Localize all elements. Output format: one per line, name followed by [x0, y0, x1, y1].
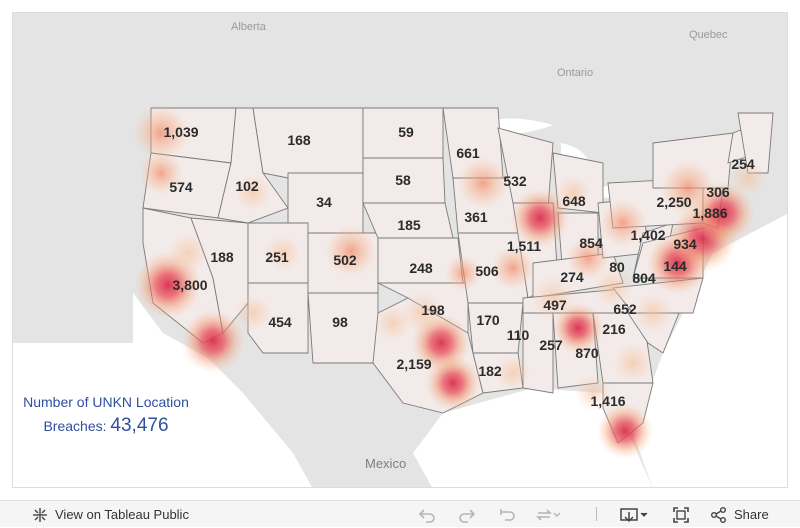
redo-button[interactable]: [458, 501, 476, 528]
place-label-mexico: Mexico: [365, 456, 407, 471]
place-label-ontario: Ontario: [557, 67, 594, 79]
state-value-id[interactable]: 102: [235, 178, 259, 194]
state-value-nd[interactable]: 59: [398, 124, 414, 140]
toolbar-divider: [596, 507, 597, 521]
fullscreen-icon: [672, 506, 690, 523]
download-icon: [620, 507, 650, 523]
state-value-co[interactable]: 502: [333, 252, 357, 268]
state-value-mn[interactable]: 661: [456, 145, 480, 161]
revert-icon: [498, 507, 516, 523]
share-button[interactable]: Share: [710, 501, 769, 528]
state-value-md[interactable]: 144: [663, 258, 687, 274]
summary-total-prefix: Breaches:: [43, 418, 107, 434]
state-value-wv[interactable]: 80: [609, 259, 625, 275]
bottom-toolbar: View on Tableau Public Share: [0, 500, 800, 527]
state-value-ar[interactable]: 170: [476, 312, 500, 328]
state-value-wa[interactable]: 1,039: [163, 124, 199, 140]
state-value-sc[interactable]: 216: [602, 321, 626, 337]
state-value-ky[interactable]: 274: [560, 269, 584, 285]
summary-total-line: Breaches: 43,476: [13, 414, 199, 438]
state-value-sd[interactable]: 58: [395, 172, 411, 188]
state-value-nv[interactable]: 188: [210, 249, 234, 265]
state-value-va[interactable]: 804: [632, 270, 656, 286]
state-value-oh[interactable]: 1,402: [630, 227, 666, 243]
state-value-ny[interactable]: 1,886: [692, 205, 728, 221]
state-value-wi[interactable]: 532: [503, 173, 527, 189]
revert-button[interactable]: [498, 501, 516, 528]
state-value-fl[interactable]: 1,416: [590, 393, 626, 409]
state-value-ms[interactable]: 110: [506, 327, 530, 343]
state-value-ia[interactable]: 361: [464, 209, 488, 225]
state-value-pa[interactable]: 2,250: [656, 194, 692, 210]
state-value-nj[interactable]: 934: [673, 236, 697, 252]
tableau-logo-icon: [32, 507, 48, 523]
state-value-mt[interactable]: 168: [287, 132, 311, 148]
state-value-la[interactable]: 182: [478, 363, 502, 379]
redo-icon: [458, 507, 476, 523]
summary-panel: Number of UNKN Location Breaches: 43,476: [13, 391, 199, 438]
state-value-in[interactable]: 854: [579, 235, 603, 251]
state-value-ok[interactable]: 198: [421, 302, 445, 318]
state-value-wy[interactable]: 34: [316, 194, 332, 210]
refresh-icon: [536, 507, 562, 523]
state-value-il[interactable]: 1,511: [506, 238, 542, 254]
undo-button[interactable]: [418, 501, 436, 528]
heat-layer: [133, 105, 766, 459]
state-value-tx[interactable]: 2,159: [396, 356, 432, 372]
state-value-mo[interactable]: 506: [475, 263, 499, 279]
summary-total-value: 43,476: [110, 415, 169, 436]
atlantic-ocean: [633, 214, 787, 487]
state-value-az[interactable]: 454: [268, 314, 292, 330]
state-value-or[interactable]: 574: [169, 179, 193, 195]
place-label-alberta: Alberta: [231, 21, 266, 33]
state-value-nm[interactable]: 98: [332, 314, 348, 330]
undo-icon: [418, 507, 436, 523]
state-value-al[interactable]: 257: [539, 337, 563, 353]
share-icon: [710, 506, 728, 523]
state-value-ks[interactable]: 248: [409, 260, 433, 276]
view-on-tableau-link[interactable]: View on Tableau Public: [32, 501, 189, 528]
fullscreen-button[interactable]: [672, 501, 690, 528]
map-canvas: [13, 13, 787, 487]
share-label: Share: [734, 507, 769, 522]
state-value-me[interactable]: 254: [731, 156, 755, 172]
state-value-ca[interactable]: 3,800: [172, 277, 208, 293]
state-value-ga[interactable]: 870: [575, 345, 599, 361]
state-value-tn[interactable]: 497: [543, 297, 567, 313]
refresh-button[interactable]: [536, 501, 562, 528]
state-value-mi[interactable]: 648: [562, 193, 586, 209]
view-on-tableau-label: View on Tableau Public: [55, 507, 189, 522]
gulf-of-mexico: [413, 388, 653, 487]
download-button[interactable]: [620, 501, 650, 528]
state-value-ut[interactable]: 251: [265, 249, 289, 265]
pacific-ocean: [13, 293, 312, 487]
map-viewport[interactable]: Alberta Quebec Ontario Mexico 1,039 574 …: [12, 12, 788, 488]
state-value-ne[interactable]: 185: [397, 217, 421, 233]
state-value-ma[interactable]: 306: [706, 184, 730, 200]
place-label-quebec: Quebec: [689, 29, 728, 41]
summary-title: Number of UNKN Location: [23, 394, 189, 410]
state-value-nc[interactable]: 652: [613, 301, 637, 317]
